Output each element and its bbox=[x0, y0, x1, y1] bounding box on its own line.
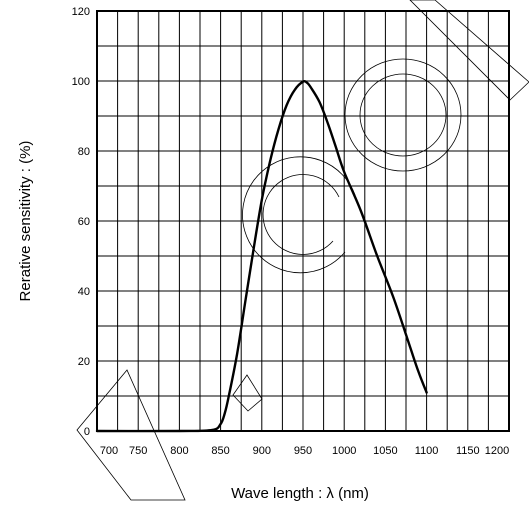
x-tick-label: 850 bbox=[211, 445, 229, 457]
y-axis-title: Rerative sensitivity : (%) bbox=[17, 141, 34, 302]
x-axis-title: Wave length : λ (nm) bbox=[231, 485, 369, 502]
y-tick-label: 60 bbox=[78, 216, 90, 228]
y-tick-label: 40 bbox=[78, 286, 90, 298]
x-tick-label: 1150 bbox=[456, 445, 480, 457]
y-tick-labels: 0 20 40 60 80 100 120 bbox=[72, 6, 90, 438]
x-tick-label: 800 bbox=[170, 445, 188, 457]
y-tick-label: 100 bbox=[72, 76, 90, 88]
x-tick-label: 1100 bbox=[415, 445, 439, 457]
y-tick-label: 120 bbox=[72, 6, 90, 18]
x-tick-label: 750 bbox=[129, 445, 147, 457]
x-tick-label: 1200 bbox=[485, 445, 509, 457]
y-tick-label: 80 bbox=[78, 146, 90, 158]
x-tick-label: 950 bbox=[294, 445, 312, 457]
y-tick-label: 20 bbox=[78, 356, 90, 368]
grid-lines bbox=[97, 11, 509, 431]
x-tick-label: 900 bbox=[253, 445, 271, 457]
x-tick-label: 1000 bbox=[332, 445, 356, 457]
y-tick-label: 0 bbox=[84, 426, 90, 438]
x-tick-label: 1050 bbox=[373, 445, 397, 457]
x-tick-label: 700 bbox=[100, 445, 118, 457]
